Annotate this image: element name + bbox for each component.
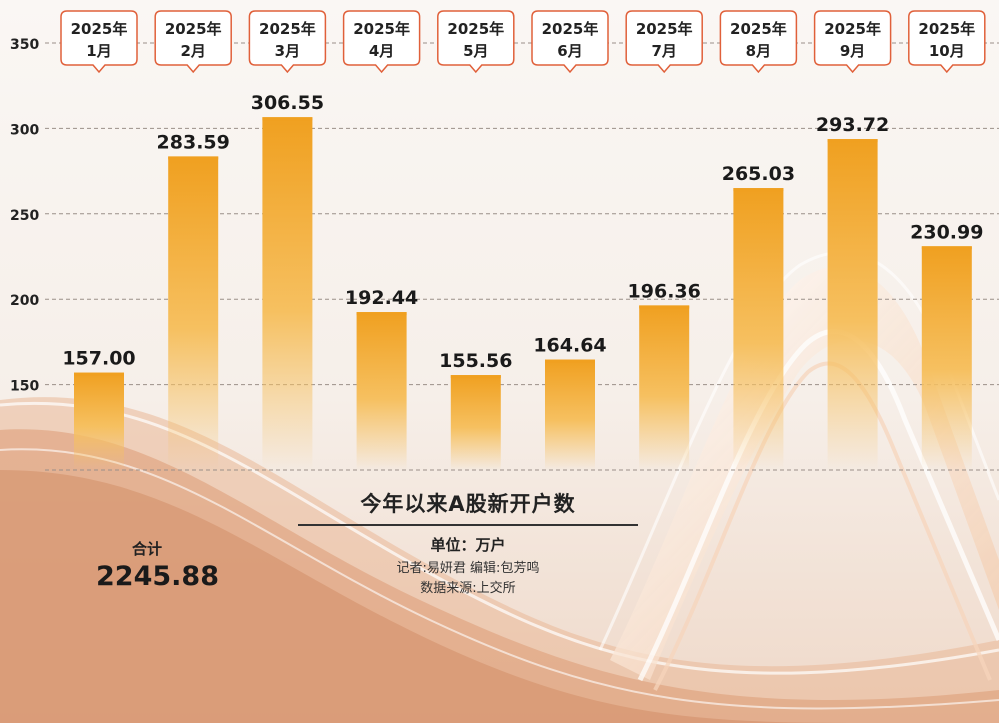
bar (733, 188, 784, 470)
category-badge (531, 10, 609, 74)
category-badge (908, 10, 986, 74)
bar (639, 305, 690, 470)
category-month: 7月 (651, 42, 676, 60)
category-badge (437, 10, 515, 74)
decorative-waves (0, 397, 999, 723)
bar (168, 156, 219, 470)
bar (74, 372, 124, 470)
value-label: 283.59 (157, 131, 230, 153)
category-month: 3月 (275, 42, 300, 60)
category-year: 2025年 (353, 20, 410, 38)
category-month: 9月 (840, 42, 865, 60)
category-label: 2025年 3月 (248, 10, 327, 74)
unit-label: 单位：万户 (430, 536, 506, 554)
bar-top (356, 312, 407, 316)
category-label: 2025年 6月 (531, 10, 609, 74)
value-label: 164.64 (533, 335, 606, 357)
y-tick-label: 200 (10, 293, 39, 309)
value-label: 155.56 (439, 350, 512, 372)
bars (74, 117, 972, 471)
bar-top (74, 372, 124, 376)
category-badge (342, 10, 421, 74)
total-label: 合计 (132, 540, 163, 558)
bar (827, 139, 878, 471)
category-year: 2025年 (918, 20, 975, 38)
category-label: 2025年 5月 (437, 10, 515, 74)
chart-title: 今年以来A股新开户数 (360, 492, 576, 516)
category-label: 2025年 2月 (154, 10, 232, 74)
bar (545, 359, 595, 470)
category-label: 2025年 9月 (813, 10, 892, 74)
value-label: 157.00 (62, 348, 135, 370)
bar-top (545, 359, 595, 363)
category-badge (719, 10, 798, 74)
bar (356, 312, 407, 470)
category-badge (813, 10, 892, 74)
category-labels: 2025年1月2025年2月2025年3月2025年4月2025年5月2025年… (60, 10, 986, 74)
bar-top (168, 156, 219, 160)
category-badge (154, 10, 232, 74)
bar-top (639, 305, 690, 309)
category-badge (248, 10, 327, 74)
category-year: 2025年 (259, 20, 316, 38)
category-month: 8月 (746, 42, 771, 60)
bar-top (827, 139, 878, 143)
category-year: 2025年 (636, 20, 693, 38)
y-tick-label: 300 (10, 122, 39, 138)
caption-block: 今年以来A股新开户数 单位：万户 记者:易妍君 编辑:包芳鸣 数据来源:上交所 (288, 488, 648, 599)
category-year: 2025年 (730, 20, 787, 38)
y-tick-label: 150 (10, 379, 39, 395)
category-month: 2月 (180, 42, 205, 60)
bar-top (733, 188, 784, 192)
total-block: 合计 2245.88 (96, 538, 219, 592)
title-divider (298, 524, 638, 526)
category-month: 1月 (86, 42, 111, 60)
category-badge (60, 10, 138, 74)
category-month: 4月 (369, 42, 394, 60)
y-tick-label: 350 (10, 37, 39, 53)
data-source: 数据来源:上交所 (420, 581, 516, 596)
category-label: 2025年 10月 (908, 10, 986, 74)
bar (450, 375, 501, 470)
bar (921, 246, 972, 470)
bar-top (921, 246, 972, 250)
category-label: 2025年 4月 (342, 10, 421, 74)
value-label: 265.03 (722, 163, 795, 185)
bar (262, 117, 313, 471)
total-value: 2245.88 (96, 561, 219, 592)
category-label: 2025年 1月 (60, 10, 138, 74)
value-labels: 157.00 283.59 306.55 192.44 155.56 164.64 196.… (62, 92, 983, 372)
category-month: 5月 (463, 42, 488, 60)
value-label: 192.44 (345, 287, 418, 309)
bar-top (450, 375, 501, 379)
category-month: 10月 (929, 42, 965, 60)
category-year: 2025年 (71, 20, 128, 38)
y-tick-label: 250 (10, 208, 39, 224)
value-label: 230.99 (910, 221, 983, 243)
y-axis-ticks: 350 300 250 200 150 (10, 37, 39, 395)
value-label: 196.36 (628, 280, 701, 302)
category-year: 2025年 (542, 20, 599, 38)
bar-top (262, 117, 313, 121)
value-label: 293.72 (816, 114, 889, 136)
category-label: 2025年 8月 (719, 10, 798, 74)
category-label: 2025年 7月 (625, 10, 703, 74)
category-year: 2025年 (165, 20, 222, 38)
category-year: 2025年 (824, 20, 881, 38)
reporter-credit: 记者:易妍君 编辑:包芳鸣 (396, 561, 540, 576)
category-year: 2025年 (447, 20, 504, 38)
value-label: 306.55 (251, 92, 324, 114)
gridlines (45, 42, 999, 471)
category-badge (625, 10, 703, 74)
category-month: 6月 (557, 42, 582, 60)
